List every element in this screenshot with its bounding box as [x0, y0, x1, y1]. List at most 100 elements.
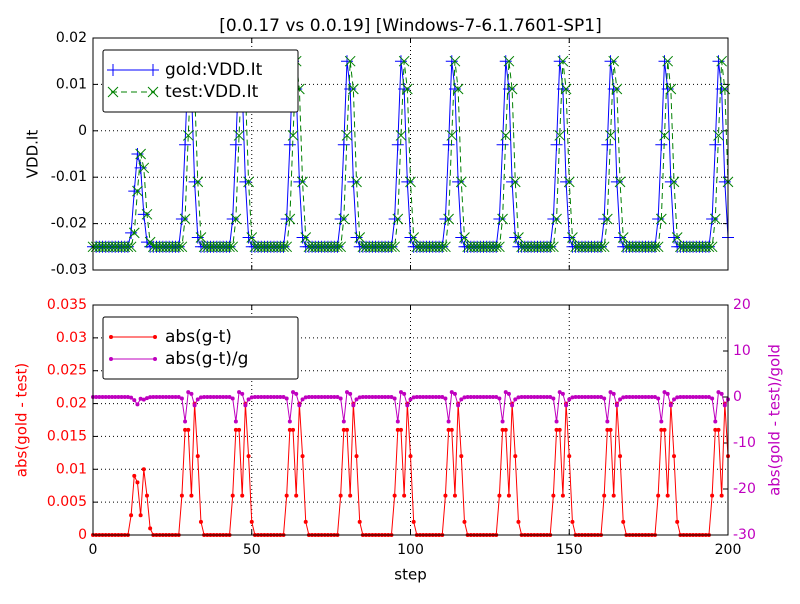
point	[497, 396, 502, 401]
point	[233, 130, 245, 141]
point	[389, 395, 394, 399]
y2-axis-label: abs(gold - test)/gold	[766, 344, 784, 496]
y-axis-label: VDD.It	[24, 130, 42, 179]
point	[411, 519, 416, 524]
point	[567, 232, 578, 243]
point	[449, 55, 461, 67]
point	[179, 396, 184, 401]
point	[221, 395, 226, 399]
point	[392, 213, 404, 225]
point	[246, 397, 251, 402]
point	[131, 148, 144, 160]
point	[408, 232, 420, 243]
x-axis-label: step	[394, 566, 426, 584]
point	[448, 83, 461, 96]
point	[135, 148, 146, 160]
point	[703, 241, 715, 253]
point	[357, 395, 362, 400]
point	[710, 396, 715, 401]
point	[713, 419, 718, 424]
point	[334, 212, 347, 225]
point	[440, 241, 451, 253]
y-tick-label: -0.01	[51, 169, 87, 185]
point	[716, 427, 721, 432]
point	[243, 403, 248, 408]
point	[293, 175, 306, 188]
point	[128, 185, 141, 198]
point	[608, 390, 613, 395]
point	[144, 236, 156, 248]
point	[602, 493, 607, 498]
point	[246, 232, 258, 243]
point	[563, 176, 575, 188]
y2-tick-label: 20	[733, 297, 751, 313]
point	[440, 395, 445, 399]
point	[256, 395, 261, 399]
point	[560, 175, 573, 188]
y-tick-label: 0.03	[56, 330, 87, 346]
point	[665, 83, 677, 95]
point	[128, 227, 140, 239]
point	[649, 395, 654, 399]
axes-frame	[92, 304, 729, 536]
point	[140, 236, 153, 249]
point	[134, 161, 147, 174]
legend-label: abs(g-t)	[165, 327, 232, 347]
point	[681, 395, 686, 399]
point	[547, 212, 560, 225]
point	[278, 395, 283, 399]
point	[529, 395, 534, 399]
point	[240, 391, 245, 396]
point	[287, 427, 292, 432]
point	[202, 395, 207, 399]
point	[338, 213, 350, 225]
point	[446, 130, 458, 141]
point	[237, 427, 242, 432]
point	[640, 395, 645, 399]
point	[684, 395, 689, 399]
point	[297, 176, 308, 188]
point	[490, 241, 502, 253]
point	[119, 395, 124, 399]
point	[179, 213, 191, 225]
y-tick-label: 0.02	[56, 30, 87, 46]
point	[553, 55, 566, 68]
point	[557, 390, 562, 395]
point	[557, 55, 569, 67]
point	[583, 395, 588, 399]
legend-marker	[107, 86, 159, 98]
point	[442, 138, 455, 151]
point	[313, 395, 318, 399]
point	[614, 403, 619, 408]
point	[697, 395, 702, 399]
point	[138, 396, 143, 401]
point	[160, 395, 165, 399]
point	[614, 176, 626, 188]
point	[675, 395, 680, 400]
legend-marker	[109, 335, 113, 339]
point	[322, 395, 327, 399]
point	[494, 395, 499, 399]
point	[687, 395, 692, 399]
legend-label: test:VDD.It	[165, 82, 259, 102]
point	[360, 395, 365, 399]
point	[332, 241, 343, 253]
point	[405, 403, 410, 408]
point	[658, 55, 671, 68]
point	[595, 395, 600, 399]
point	[630, 395, 635, 399]
y-tick-label: 0.01	[56, 76, 87, 92]
point	[144, 493, 149, 498]
point	[500, 427, 505, 432]
point	[493, 212, 506, 225]
point	[475, 395, 480, 399]
point	[548, 241, 559, 253]
point	[287, 130, 299, 141]
point	[706, 395, 711, 399]
point	[170, 395, 175, 399]
point	[601, 213, 613, 225]
point	[675, 519, 680, 524]
point	[662, 55, 674, 67]
point	[643, 395, 648, 399]
point	[655, 138, 668, 151]
